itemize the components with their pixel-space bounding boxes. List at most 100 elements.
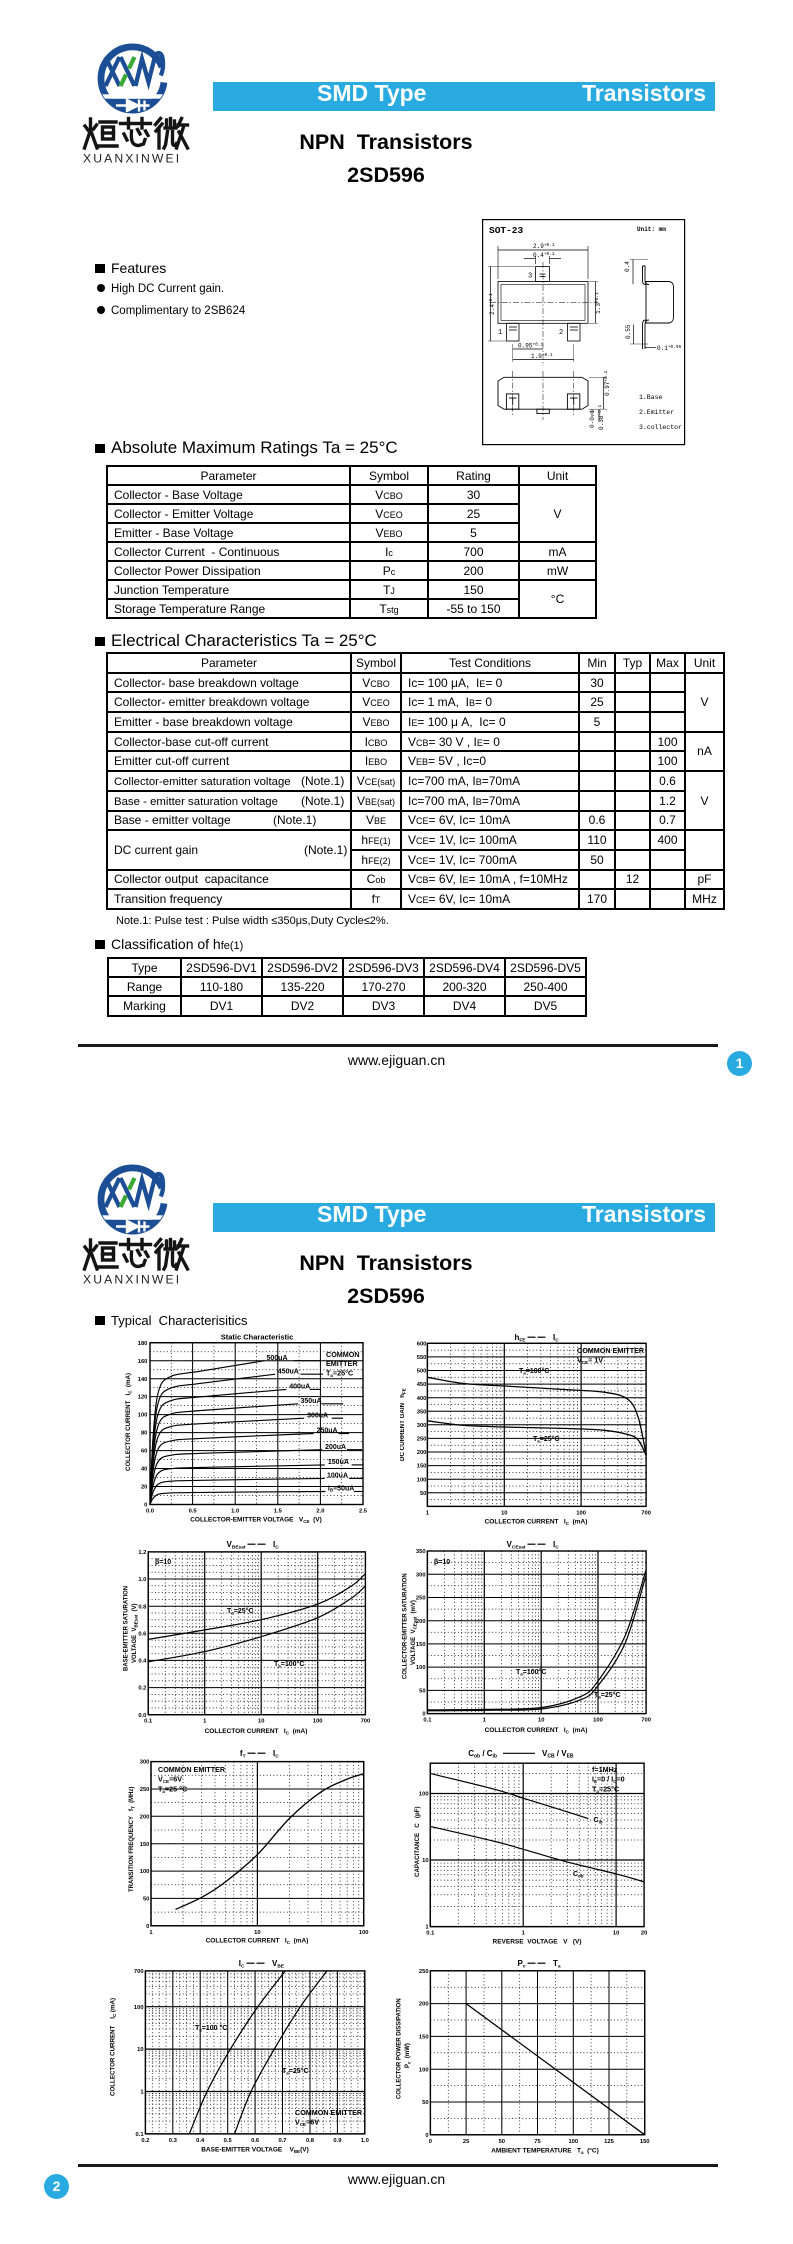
svg-text:REVERSE VOLTAGE V (V): REVERSE VOLTAGE V (V) bbox=[493, 1939, 582, 1946]
svg-text:0.0: 0.0 bbox=[146, 1509, 154, 1515]
svg-text:IC: IC bbox=[239, 1959, 245, 1970]
svg-text:Unit: mm: Unit: mm bbox=[637, 226, 666, 233]
svg-text:150: 150 bbox=[140, 1842, 150, 1848]
svg-text:10: 10 bbox=[258, 1719, 264, 1725]
svg-text:20: 20 bbox=[141, 1485, 147, 1491]
svg-text:125: 125 bbox=[604, 2139, 614, 2145]
svg-text:100: 100 bbox=[576, 1511, 586, 1517]
svg-text:50: 50 bbox=[420, 1491, 426, 1497]
svg-text:TRANSITION FREQUENCY fT (MH: TRANSITION FREQUENCY fT (MHz) bbox=[129, 1787, 136, 1892]
svg-text:COMMON EMITTER: COMMON EMITTER bbox=[577, 1346, 645, 1355]
svg-text:400: 400 bbox=[417, 1396, 427, 1402]
svg-text:700: 700 bbox=[641, 1718, 651, 1724]
svg-text:2: 2 bbox=[559, 329, 563, 337]
svg-text:β=10: β=10 bbox=[155, 1559, 171, 1566]
svg-text:VBEsat: VBEsat bbox=[227, 1540, 246, 1551]
svg-text:0.1: 0.1 bbox=[423, 1718, 432, 1724]
svg-text:Ta=100°C: Ta=100°C bbox=[274, 1660, 304, 1669]
svg-text:VCEsat: VCEsat bbox=[507, 1540, 526, 1551]
svg-text:0.95+0.1: 0.95+0.1 bbox=[518, 342, 544, 350]
svg-text:BASE-EMITTER VOLTAGE VBE(V): BASE-EMITTER VOLTAGE VBE(V) bbox=[201, 2147, 309, 2155]
svg-text:Ta=100°C: Ta=100°C bbox=[516, 1668, 546, 1677]
svg-text:COLLECTOR POWER DISSIPATION: COLLECTOR POWER DISSIPATION bbox=[397, 1998, 403, 2099]
svg-text:1.0: 1.0 bbox=[361, 2138, 369, 2144]
svg-text:0.8: 0.8 bbox=[138, 1604, 147, 1610]
svg-text:150uA: 150uA bbox=[328, 1459, 349, 1466]
svg-text:IC: IC bbox=[553, 1540, 559, 1551]
svg-text:100: 100 bbox=[593, 1718, 603, 1724]
svg-text:0.3: 0.3 bbox=[169, 2138, 178, 2144]
svg-text:200: 200 bbox=[417, 1450, 427, 1456]
svg-text:IC: IC bbox=[553, 1333, 559, 1344]
svg-text:600: 600 bbox=[417, 1341, 427, 1347]
svg-text:10: 10 bbox=[501, 1511, 507, 1517]
svg-text:Ta=100 °C: Ta=100 °C bbox=[195, 2024, 227, 2033]
svg-text:COLLECTOR-EMITTER VOLTAGE VC: COLLECTOR-EMITTER VOLTAGE VCE (V) bbox=[190, 1517, 322, 1525]
svg-text:0: 0 bbox=[422, 1712, 425, 1718]
svg-text:Cib: Cib bbox=[594, 1817, 603, 1825]
svg-text:10: 10 bbox=[137, 2047, 143, 2053]
svg-text:VCE=6V: VCE=6V bbox=[158, 1775, 182, 1785]
svg-text:COLLECTOR CURRENT IC (mA): COLLECTOR CURRENT IC (mA) bbox=[485, 1727, 588, 1735]
svg-text:150: 150 bbox=[417, 1464, 427, 1470]
svg-text:Ta=25°C: Ta=25°C bbox=[326, 1369, 353, 1379]
svg-text:IC: IC bbox=[273, 1749, 279, 1760]
svg-text:100: 100 bbox=[313, 1719, 323, 1725]
svg-text:0.1: 0.1 bbox=[144, 1719, 153, 1725]
svg-text:0.1: 0.1 bbox=[426, 1931, 435, 1937]
svg-text:100: 100 bbox=[419, 1792, 429, 1798]
svg-text:BASE-EMITTER SATURATION: BASE-EMITTER SATURATION bbox=[124, 1586, 130, 1671]
svg-text:2.5: 2.5 bbox=[359, 1509, 368, 1515]
svg-text:550: 550 bbox=[417, 1355, 427, 1361]
svg-text:0.4+0.1: 0.4+0.1 bbox=[533, 251, 555, 259]
svg-text:0.9: 0.9 bbox=[333, 2138, 342, 2144]
svg-text:300: 300 bbox=[417, 1423, 427, 1429]
svg-text:Ta: Ta bbox=[553, 1959, 561, 1970]
svg-text:2.4+0.1: 2.4+0.1 bbox=[488, 293, 496, 315]
svg-text:1: 1 bbox=[498, 329, 502, 337]
svg-text:75: 75 bbox=[534, 2139, 541, 2145]
svg-text:AMBIENT TEMPERATURE Ta (°C): AMBIENT TEMPERATURE Ta (°C) bbox=[491, 2147, 599, 2156]
svg-text:f=1MHz: f=1MHz bbox=[592, 1765, 618, 1774]
svg-text:250uA: 250uA bbox=[317, 1428, 338, 1435]
svg-text:100: 100 bbox=[134, 2005, 144, 2011]
svg-text:Static Characteristic: Static Characteristic bbox=[221, 1333, 294, 1342]
svg-text:EMITTER: EMITTER bbox=[326, 1359, 358, 1368]
svg-text:0.2: 0.2 bbox=[138, 1686, 146, 1692]
svg-text:300: 300 bbox=[416, 1572, 426, 1578]
svg-text:1: 1 bbox=[140, 2090, 144, 2096]
svg-text:2.Emitter: 2.Emitter bbox=[639, 409, 674, 416]
svg-text:Ta=25°C: Ta=25°C bbox=[533, 1435, 560, 1444]
svg-text:0.97+0.1: 0.97+0.1 bbox=[603, 370, 611, 396]
svg-text:0.6: 0.6 bbox=[251, 2138, 260, 2144]
svg-text:VOLTAGE VBEsat (V): VOLTAGE VBEsat (V) bbox=[132, 1603, 139, 1663]
svg-text:400uA: 400uA bbox=[289, 1384, 310, 1391]
svg-text:350: 350 bbox=[417, 1409, 427, 1415]
svg-text:100: 100 bbox=[416, 1665, 426, 1671]
svg-text:VBE: VBE bbox=[272, 1959, 285, 1970]
svg-text:1: 1 bbox=[425, 1925, 429, 1931]
svg-text:300uA: 300uA bbox=[307, 1412, 328, 1419]
svg-text:1.5: 1.5 bbox=[274, 1509, 283, 1515]
svg-text:CAPACITANCE C (pF): CAPACITANCE C (pF) bbox=[414, 1806, 421, 1877]
svg-text:0: 0 bbox=[144, 1503, 147, 1509]
svg-text:Cob: Cob bbox=[573, 1871, 584, 1879]
svg-text:Ta=25°C: Ta=25°C bbox=[282, 2067, 309, 2076]
svg-text:1.9+0.1: 1.9+0.1 bbox=[531, 352, 553, 360]
svg-text:Pc (mW): Pc (mW) bbox=[405, 2043, 412, 2068]
svg-text:200: 200 bbox=[140, 1814, 150, 1820]
svg-text:XUANXINWEI: XUANXINWEI bbox=[83, 1273, 181, 1287]
svg-text:COLLECTOR CURRENT IC (mA): COLLECTOR CURRENT IC (mA) bbox=[485, 1519, 588, 1527]
svg-text:IB=50uA: IB=50uA bbox=[328, 1486, 354, 1493]
svg-text:0: 0 bbox=[146, 1924, 149, 1930]
svg-text:COLLECTOR-EMITTER SATURATION: COLLECTOR-EMITTER SATURATION bbox=[403, 1573, 409, 1679]
svg-text:1.Base: 1.Base bbox=[639, 394, 663, 401]
svg-text:0.55: 0.55 bbox=[625, 324, 632, 339]
svg-text:Ta=25°C: Ta=25°C bbox=[592, 1785, 619, 1795]
svg-text:1.3+0.1: 1.3+0.1 bbox=[594, 292, 602, 314]
svg-text:20: 20 bbox=[641, 1931, 647, 1937]
svg-text:0.5: 0.5 bbox=[224, 2138, 233, 2144]
svg-text:0.2: 0.2 bbox=[141, 2138, 149, 2144]
svg-text:1.2: 1.2 bbox=[138, 1550, 146, 1556]
svg-text:VCB / VEB: VCB / VEB bbox=[542, 1749, 574, 1760]
